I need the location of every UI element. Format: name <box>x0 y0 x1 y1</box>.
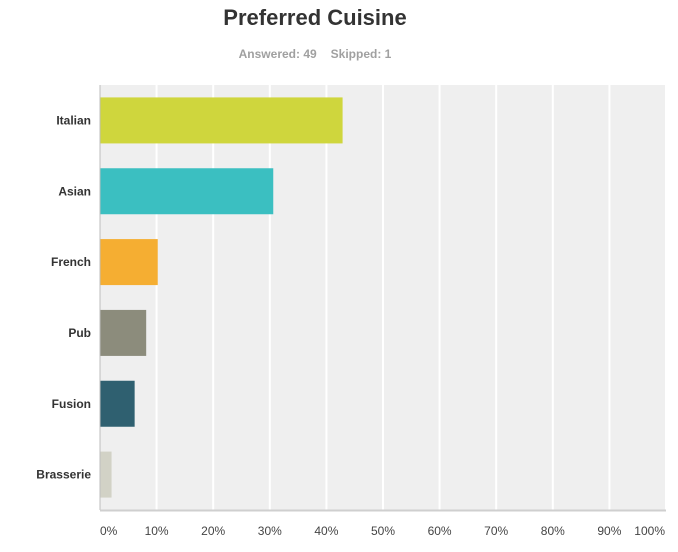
skipped-count: Skipped: 1 <box>330 47 392 61</box>
x-tick-label: 70% <box>484 524 508 538</box>
x-tick-label: 100% <box>634 524 665 538</box>
x-tick-label: 80% <box>541 524 565 538</box>
category-label: Brasserie <box>36 468 91 482</box>
chart-title: Preferred Cuisine <box>223 5 407 30</box>
bar-italian <box>100 97 343 144</box>
bar-french <box>100 239 158 286</box>
x-tick-label: 20% <box>201 524 225 538</box>
category-label: Fusion <box>52 397 91 411</box>
category-label: Italian <box>56 113 91 127</box>
category-label: Asian <box>58 184 91 198</box>
bar-asian <box>100 168 274 215</box>
x-tick-label: 10% <box>145 524 169 538</box>
x-tick-label: 30% <box>258 524 282 538</box>
x-tick-label: 90% <box>597 524 621 538</box>
answered-count: Answered: 49 <box>238 47 317 61</box>
x-tick-label: 60% <box>428 524 452 538</box>
x-tick-label: 40% <box>314 524 338 538</box>
bar-fusion <box>100 380 135 427</box>
x-tick-label: 50% <box>371 524 395 538</box>
category-label: Pub <box>68 326 91 340</box>
bar-pub <box>100 309 147 356</box>
x-tick-label: 0% <box>100 524 118 538</box>
bar-brasserie <box>100 451 112 498</box>
response-stats: Answered: 49 Skipped: 1 <box>0 47 630 61</box>
category-label: French <box>51 255 91 269</box>
